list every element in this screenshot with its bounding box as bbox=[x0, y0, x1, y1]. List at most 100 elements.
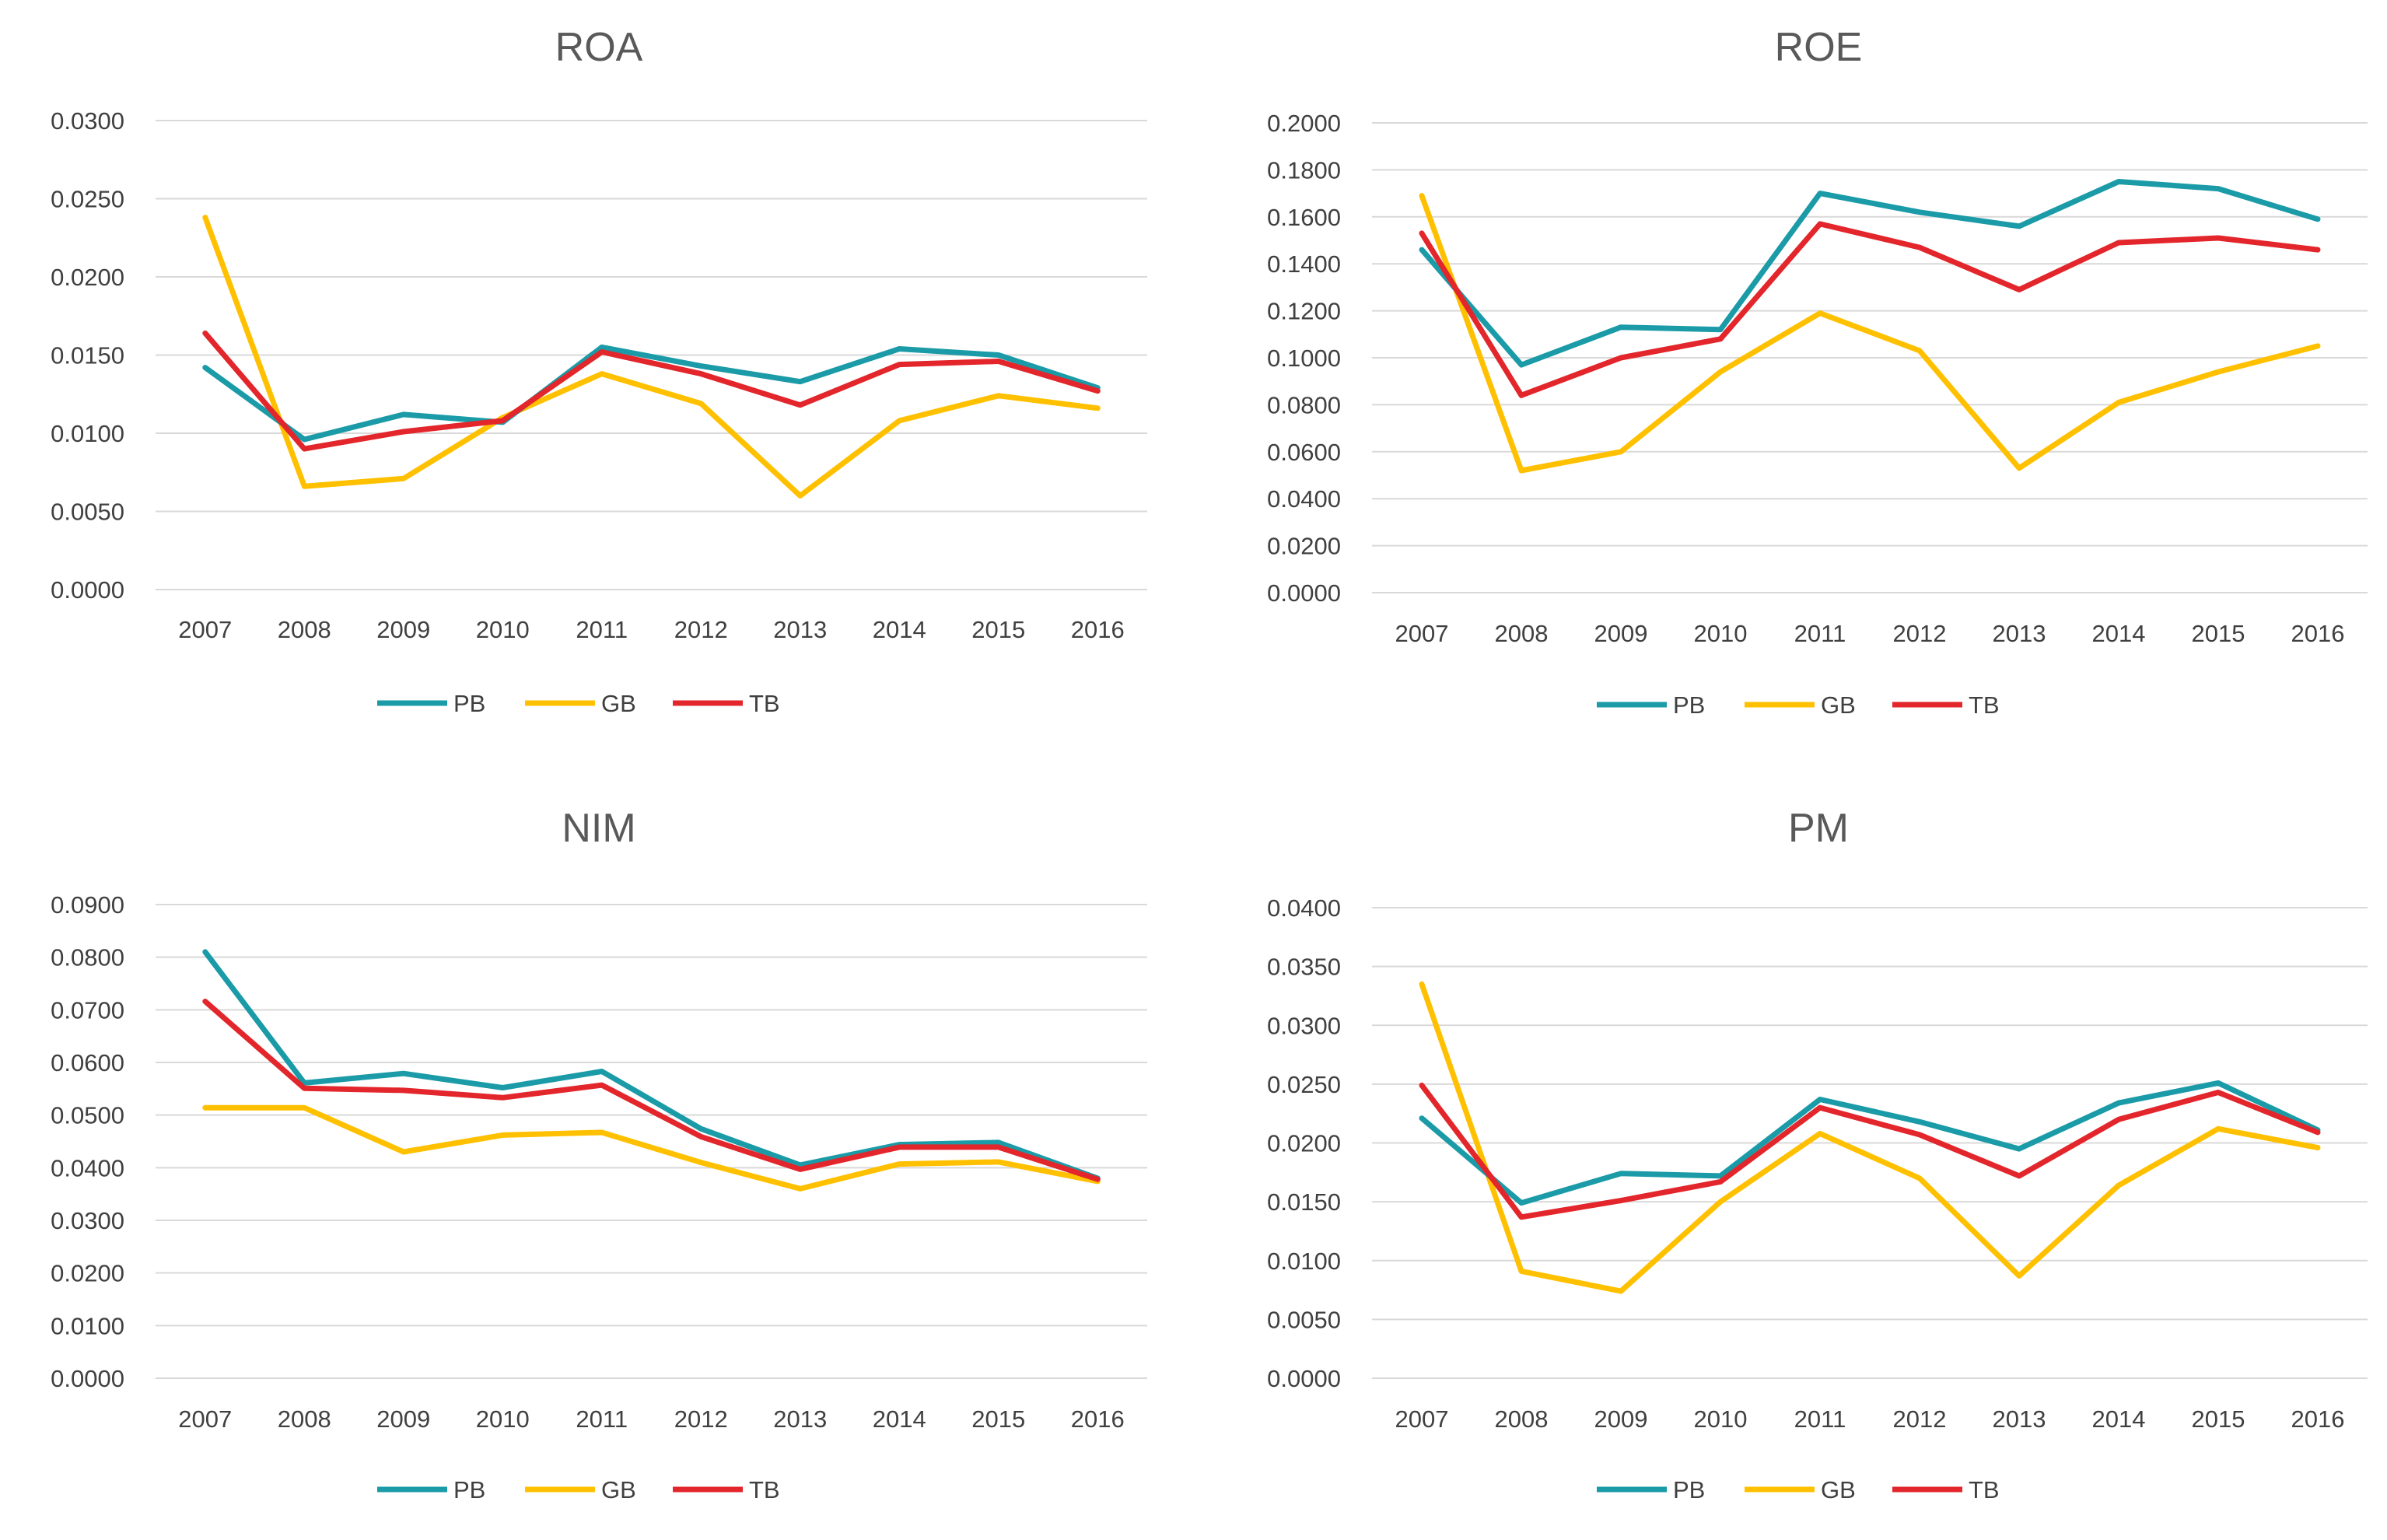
x-tick-label: 2015 bbox=[2192, 1405, 2245, 1433]
legend-label: PB bbox=[1673, 1476, 1705, 1503]
legend-item-gb: GB bbox=[1745, 1476, 1856, 1503]
legend-item-pb: PB bbox=[377, 1476, 485, 1503]
y-tick-label: 0.0700 bbox=[51, 996, 124, 1024]
series-line-pb bbox=[202, 344, 1101, 443]
y-tick-label: 0.0400 bbox=[1267, 485, 1341, 513]
y-tick-label: 0.1800 bbox=[1267, 156, 1341, 184]
y-tick-label: 0.0150 bbox=[51, 342, 124, 369]
y-tick-label: 0.0900 bbox=[51, 891, 124, 919]
legend-label: PB bbox=[1673, 691, 1705, 719]
y-tick-label: 0.0000 bbox=[1267, 1365, 1341, 1392]
y-tick-label: 0.0000 bbox=[1267, 579, 1341, 607]
nim-chart: NIM 0.0000 0.0100 0.0200 0.0300 0.0400 0.0500 0… bbox=[0, 770, 1193, 1540]
y-tick-label: 0.0800 bbox=[51, 944, 124, 971]
x-tick-label: 2015 bbox=[971, 616, 1025, 643]
legend-item-pb: PB bbox=[1597, 1476, 1705, 1503]
legend-label: GB bbox=[601, 1476, 636, 1503]
roe-chart: ROE 0.0000 0.0200 0.0400 0.0600 0.0800 0.1000 0… bbox=[1193, 0, 2386, 770]
x-tick-label: 2012 bbox=[674, 1405, 728, 1433]
x-tick-label: 2007 bbox=[1395, 620, 1449, 647]
x-tick-label: 2012 bbox=[1893, 1405, 1947, 1433]
legend-item-gb: GB bbox=[525, 1476, 636, 1503]
y-tick-label: 0.0000 bbox=[51, 1365, 124, 1392]
legend-label: TB bbox=[749, 690, 780, 717]
y-tick-label: 0.0050 bbox=[1267, 1306, 1341, 1333]
roe-svg: ROE 0.0000 0.0200 0.0400 0.0600 0.0800 0.1000 0… bbox=[1267, 25, 2368, 719]
legend-item-tb: TB bbox=[1892, 691, 2000, 719]
legend-label: PB bbox=[453, 690, 485, 717]
series-line-pb bbox=[1419, 179, 2321, 368]
x-tick-label: 2015 bbox=[2192, 620, 2245, 647]
x-tick-label: 2009 bbox=[1594, 620, 1648, 647]
nim-svg: NIM 0.0000 0.0100 0.0200 0.0300 0.0400 0.0500 0… bbox=[51, 806, 1147, 1503]
series-line-tb bbox=[1419, 221, 2321, 398]
roa-chart: ROA 0.0000 0.0050 0.0100 0.0150 0.0200 0.0250 0… bbox=[0, 0, 1193, 770]
roa-svg: ROA 0.0000 0.0050 0.0100 0.0150 0.0200 0.0250 0… bbox=[51, 25, 1147, 717]
x-tick-label: 2008 bbox=[1495, 620, 1549, 647]
series-line-gb bbox=[202, 1104, 1101, 1192]
series-line-tb bbox=[202, 999, 1101, 1182]
y-tick-label: 0.0200 bbox=[1267, 533, 1341, 560]
x-tick-label: 2014 bbox=[873, 616, 926, 643]
y-tick-label: 0.0600 bbox=[51, 1049, 124, 1076]
legend-label: PB bbox=[453, 1476, 485, 1503]
x-tick-label: 2010 bbox=[476, 1405, 530, 1433]
x-tick-label: 2016 bbox=[2291, 620, 2345, 647]
chart-title: ROE bbox=[1775, 25, 1863, 70]
x-tick-label: 2014 bbox=[873, 1405, 926, 1433]
chart-title: ROA bbox=[555, 25, 643, 70]
legend-label: GB bbox=[601, 690, 636, 717]
x-tick-label: 2009 bbox=[376, 616, 430, 643]
x-tick-label: 2008 bbox=[278, 616, 331, 643]
y-tick-label: 0.0300 bbox=[51, 107, 124, 135]
x-tick-label: 2016 bbox=[2291, 1405, 2345, 1433]
chart-title: NIM bbox=[562, 806, 635, 851]
x-tick-label: 2015 bbox=[971, 1405, 1025, 1433]
x-tick-label: 2011 bbox=[1794, 620, 1846, 647]
y-tick-label: 0.0400 bbox=[1267, 894, 1341, 922]
x-tick-label: 2011 bbox=[576, 616, 628, 643]
legend-item-tb: TB bbox=[1892, 1476, 2000, 1503]
x-tick-label: 2011 bbox=[576, 1405, 628, 1433]
x-tick-label: 2009 bbox=[1594, 1405, 1648, 1433]
x-tick-label: 2016 bbox=[1071, 616, 1125, 643]
series-line-pb bbox=[1419, 1080, 2321, 1206]
legend-label: GB bbox=[1821, 1476, 1856, 1503]
x-tick-label: 2016 bbox=[1071, 1405, 1125, 1433]
y-tick-label: 0.0100 bbox=[51, 420, 124, 447]
y-tick-label: 0.0100 bbox=[1267, 1248, 1341, 1275]
y-tick-label: 0.0050 bbox=[51, 499, 124, 526]
y-tick-label: 0.0500 bbox=[51, 1102, 124, 1129]
legend-label: TB bbox=[1969, 1476, 2000, 1503]
legend-item-gb: GB bbox=[1745, 691, 1856, 719]
x-tick-label: 2007 bbox=[178, 616, 232, 643]
x-tick-label: 2008 bbox=[278, 1405, 331, 1433]
x-tick-label: 2013 bbox=[773, 616, 827, 643]
chart-title: PM bbox=[1788, 806, 1849, 851]
x-tick-label: 2013 bbox=[1993, 620, 2046, 647]
x-tick-label: 2007 bbox=[178, 1405, 232, 1433]
x-tick-label: 2008 bbox=[1495, 1405, 1549, 1433]
series-line-gb bbox=[202, 215, 1101, 499]
x-tick-label: 2014 bbox=[2092, 1405, 2146, 1433]
legend-label: GB bbox=[1821, 691, 1856, 719]
x-tick-label: 2013 bbox=[773, 1405, 827, 1433]
series-line-tb bbox=[202, 330, 1101, 452]
y-tick-label: 0.1400 bbox=[1267, 250, 1341, 278]
y-tick-label: 0.0200 bbox=[1267, 1130, 1341, 1157]
legend-item-gb: GB bbox=[525, 690, 636, 717]
y-tick-label: 0.0000 bbox=[51, 576, 124, 604]
y-tick-label: 0.0300 bbox=[51, 1207, 124, 1234]
legend-item-pb: PB bbox=[1597, 691, 1705, 719]
y-tick-label: 0.0350 bbox=[1267, 954, 1341, 981]
x-tick-label: 2012 bbox=[1893, 620, 1947, 647]
series-line-gb bbox=[1419, 981, 2321, 1294]
x-tick-label: 2013 bbox=[1993, 1405, 2046, 1433]
y-tick-label: 0.0200 bbox=[51, 264, 124, 291]
x-tick-label: 2014 bbox=[2092, 620, 2146, 647]
y-tick-label: 0.0250 bbox=[51, 186, 124, 213]
x-tick-label: 2010 bbox=[476, 616, 530, 643]
y-tick-label: 0.0400 bbox=[51, 1154, 124, 1181]
y-tick-label: 0.0800 bbox=[1267, 391, 1341, 418]
